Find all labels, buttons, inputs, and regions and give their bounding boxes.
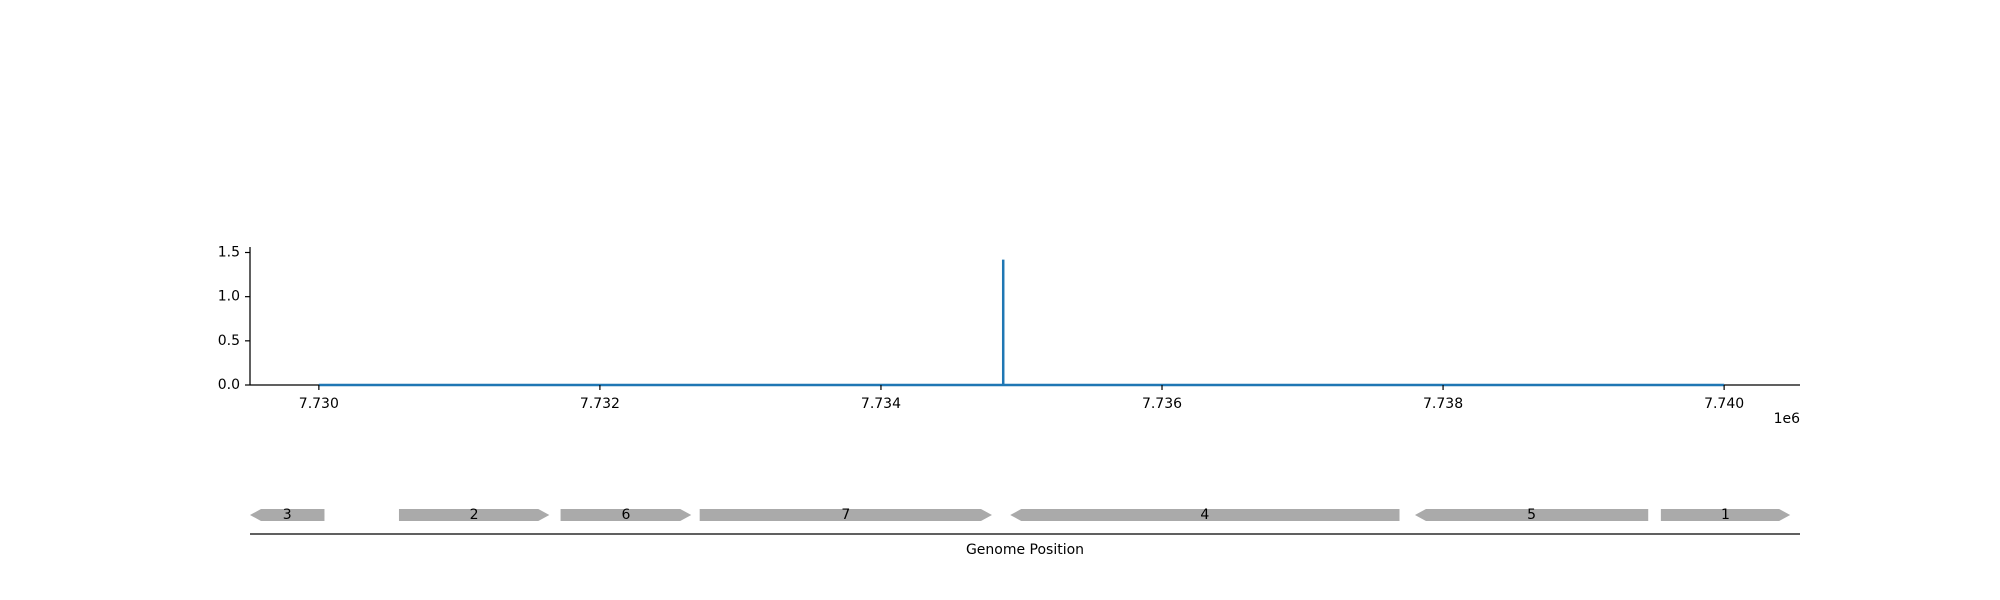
gene-arrow [560,509,692,521]
gene-label: 5 [1527,507,1536,523]
gene-arrows-layer: 3 2 6 7 4 5 1 [250,507,1791,523]
gene-arrow [1414,509,1649,521]
gene-arrow [1010,509,1400,521]
gene-arrow [398,509,550,521]
signal-series-line [318,259,1725,387]
signal-panel: 0.00.51.01.5 7.730 7.732 7.734 7.736 7.738 7.… [218,245,1800,428]
gene-label: 7 [841,507,850,523]
x-tick-label: 7.736 [1142,396,1182,412]
gene-label: 4 [1200,507,1209,523]
gene-label: 1 [1721,507,1730,523]
gene-label: 3 [283,507,292,523]
gene-arrow [1660,509,1791,521]
gene-arrow [250,509,325,521]
y-tick-label: 1.0 [218,289,240,305]
y-tick-label: 1.5 [218,245,240,261]
gene-track-panel: 3 2 6 7 4 5 1 Genome Position [250,507,1800,558]
y-tick-label: 0.0 [218,377,240,393]
x-tick-label: 7.734 [861,396,901,412]
signal-x-offset-label: 1e6 [1774,411,1801,427]
gene-label: 6 [621,507,630,523]
x-tick-label: 7.740 [1704,396,1744,412]
y-tick-label: 0.5 [218,333,240,349]
signal-y-ticks: 0.0 0.5 1.0 1.5 [218,245,250,393]
gene-track-xlabel: Genome Position [966,542,1084,558]
x-tick-label: 7.730 [299,396,339,412]
signal-x-ticks: 7.730 7.732 7.734 7.736 7.738 7.740 [299,385,1744,412]
x-tick-label: 7.732 [580,396,620,412]
x-tick-label: 7.738 [1423,396,1463,412]
gene-arrow [699,509,992,521]
gene-label: 2 [470,507,479,523]
